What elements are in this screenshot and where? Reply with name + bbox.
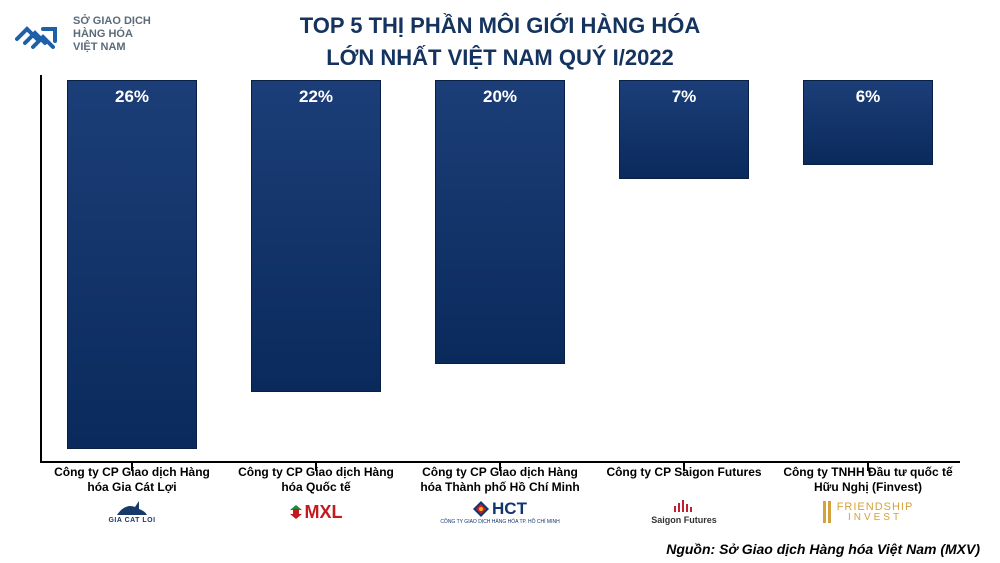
company-logo-icon: Saigon Futures (651, 499, 717, 525)
company-logo-icon: FRIENDSHIP INVEST (823, 499, 914, 525)
category: Công ty CP Giao dịch Hàng hóa Thành phố … (408, 465, 592, 525)
company-logo-icon: MXL (290, 499, 343, 525)
category: Công ty CP Giao dịch Hàng hóa Quốc tế MX… (224, 465, 408, 525)
category-label: Công ty CP Giao dịch Hàng hóa Quốc tế (230, 465, 402, 495)
source-note: Nguồn: Sở Giao dịch Hàng hóa Việt Nam (M… (666, 541, 980, 557)
bar: 22% (251, 80, 381, 392)
company-logo-icon: HCT CÔNG TY GIAO DỊCH HÀNG HÓA TP. HỒ CH… (440, 499, 559, 525)
category: Công ty CP Giao dịch Hàng hóa Gia Cát Lợ… (40, 465, 224, 525)
category-label: Công ty TNHH Đầu tư quốc tế Hữu Nghị (Fi… (782, 465, 954, 495)
bar-value-label: 7% (620, 87, 748, 107)
bar-wrap: 20% (408, 80, 592, 463)
category-label: Công ty CP Saigon Futures (606, 465, 761, 495)
bar-wrap: 26% (40, 80, 224, 463)
category-labels: Công ty CP Giao dịch Hàng hóa Gia Cát Lợ… (40, 465, 960, 525)
category: Công ty TNHH Đầu tư quốc tế Hữu Nghị (Fi… (776, 465, 960, 525)
bar: 26% (67, 80, 197, 449)
title-line-2: LỚN NHẤT VIỆT NAM QUÝ I/2022 (0, 42, 1000, 74)
title-line-1: TOP 5 THỊ PHẦN MÔI GIỚI HÀNG HÓA (0, 10, 1000, 42)
chart-title: TOP 5 THỊ PHẦN MÔI GIỚI HÀNG HÓA LỚN NHẤ… (0, 10, 1000, 74)
chart-area: 26% 22% 20% 7% 6% (40, 80, 960, 463)
bar: 20% (435, 80, 565, 364)
category-label: Công ty CP Giao dịch Hàng hóa Thành phố … (414, 465, 586, 495)
bar-wrap: 6% (776, 80, 960, 463)
bar: 6% (803, 80, 933, 165)
bar-value-label: 26% (68, 87, 196, 107)
bar-wrap: 7% (592, 80, 776, 463)
bar-value-label: 6% (804, 87, 932, 107)
category: Công ty CP Saigon Futures Saigon Futures (592, 465, 776, 525)
bar-wrap: 22% (224, 80, 408, 463)
bar-value-label: 22% (252, 87, 380, 107)
company-logo-icon: GIA CAT LOI (108, 499, 155, 525)
bar-value-label: 20% (436, 87, 564, 107)
bar: 7% (619, 80, 749, 179)
category-label: Công ty CP Giao dịch Hàng hóa Gia Cát Lợ… (46, 465, 218, 495)
